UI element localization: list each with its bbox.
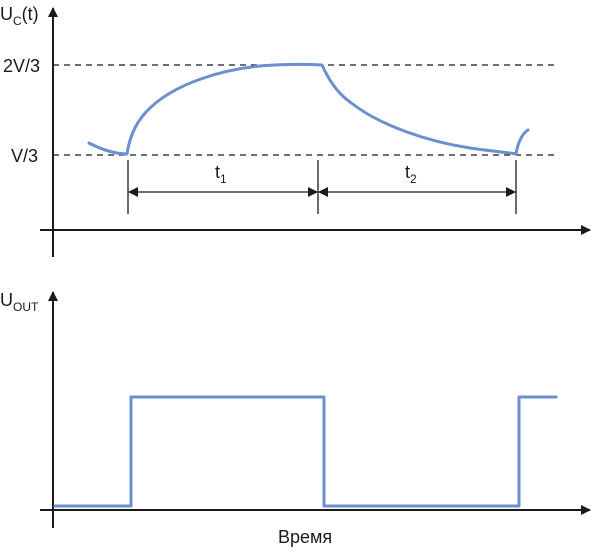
bottom-y-label: UOUT <box>0 290 39 314</box>
top-y-label: UC(t) <box>0 4 39 28</box>
output-voltage-plot: UOUT Время <box>0 290 591 547</box>
interval-1-label: t1 <box>215 162 227 186</box>
capacitor-voltage-curve <box>87 62 530 156</box>
interval-2-label: t2 <box>405 162 417 186</box>
capacitor-voltage-plot: UC(t) 2V/3 V/3 t1 t2 <box>0 4 591 257</box>
level-high-label: 2V/3 <box>3 56 40 76</box>
time-axis-label: Время <box>278 527 332 547</box>
output-square-wave <box>53 395 558 508</box>
level-low-label: V/3 <box>11 146 38 166</box>
